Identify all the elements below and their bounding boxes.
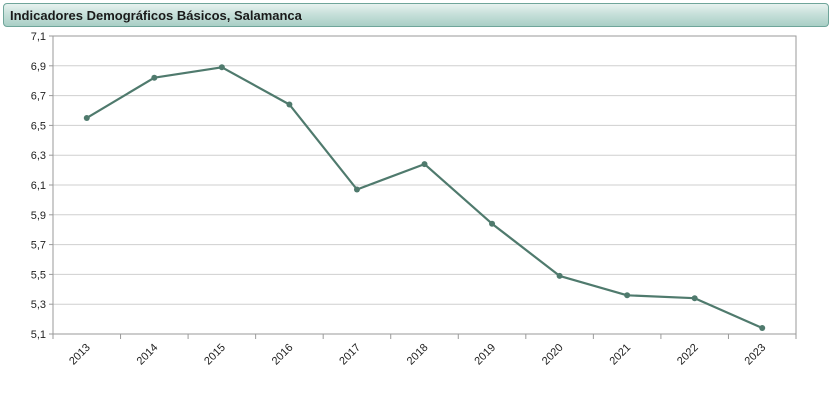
data-point[interactable] <box>286 101 293 108</box>
data-point[interactable] <box>83 114 90 121</box>
y-tick-label: 7,1 <box>31 31 46 43</box>
x-tick-label: 2014 <box>135 342 161 368</box>
chart-title: Indicadores Demográficos Básicos, Salama… <box>10 8 302 23</box>
data-point[interactable] <box>421 161 428 168</box>
x-tick-label: 2018 <box>405 342 431 368</box>
x-tick-label: 2013 <box>67 342 93 368</box>
data-point[interactable] <box>489 220 496 227</box>
x-tick-label: 2022 <box>675 342 701 368</box>
x-tick-label: 2021 <box>607 342 633 368</box>
y-tick-label: 6,1 <box>31 180 46 192</box>
data-point[interactable] <box>691 295 698 302</box>
data-point[interactable] <box>556 272 563 279</box>
y-tick-label: 5,3 <box>31 299 46 311</box>
y-axis-ticks: 5,1 5,3 5,5 5,7 5,9 6,1 6,3 6,5 6,7 6,9 7,1 <box>31 31 53 341</box>
data-point[interactable] <box>624 292 631 299</box>
y-tick-label: 5,7 <box>31 240 46 252</box>
x-tick-label: 2023 <box>743 342 769 368</box>
y-tick-label: 6,3 <box>31 150 46 162</box>
y-tick-label: 5,9 <box>31 210 46 222</box>
data-point[interactable] <box>218 64 225 71</box>
chart-title-bar: Indicadores Demográficos Básicos, Salama… <box>3 3 829 27</box>
x-tick-label: 2015 <box>202 342 228 368</box>
x-tick-label: 2017 <box>337 342 363 368</box>
series-layer <box>83 64 766 332</box>
y-tick-label: 5,5 <box>31 269 46 281</box>
x-tick-label: 2016 <box>270 342 296 368</box>
y-tick-label: 6,9 <box>31 61 46 73</box>
data-point[interactable] <box>353 186 360 193</box>
data-point[interactable] <box>151 74 158 81</box>
x-axis-ticks: 2013 2014 2015 2016 2017 2018 2019 2020 2021 2022… <box>52 334 797 368</box>
grid-lines <box>53 35 796 335</box>
x-tick-label: 2020 <box>540 342 566 368</box>
y-tick-label: 6,7 <box>31 91 46 103</box>
y-tick-label: 6,5 <box>31 120 46 132</box>
series-line <box>86 66 763 330</box>
y-tick-label: 5,1 <box>31 329 46 341</box>
data-point[interactable] <box>759 325 766 332</box>
x-tick-label: 2019 <box>472 342 498 368</box>
